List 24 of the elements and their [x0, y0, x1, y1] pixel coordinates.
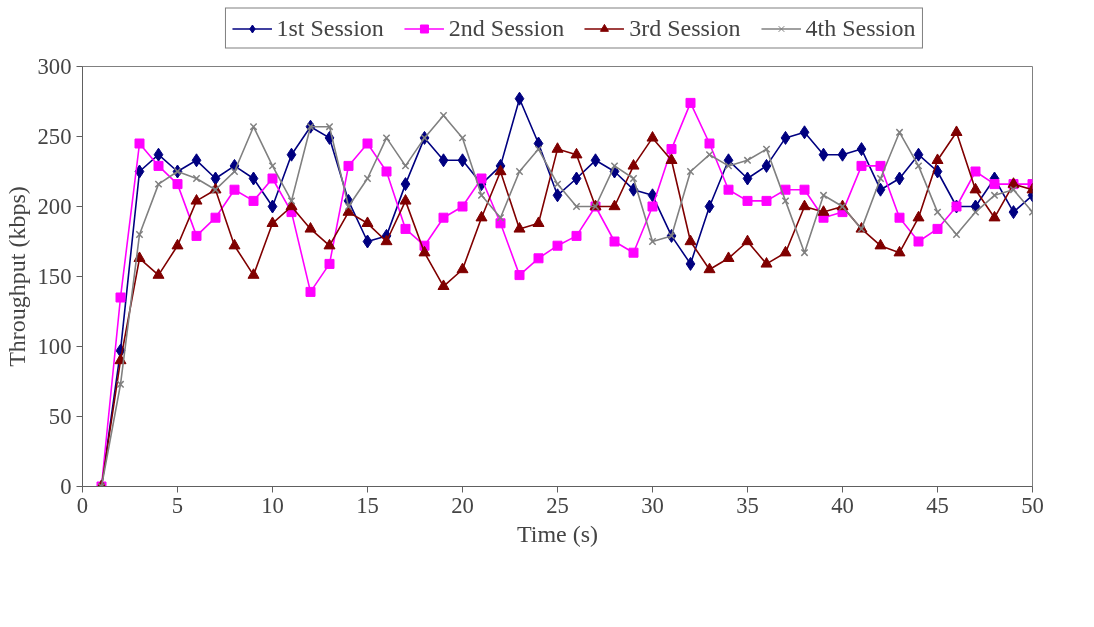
y-tick-label: 200 [37, 194, 72, 219]
x-tick-label: 50 [1021, 492, 1044, 518]
x-tick-label: 35 [736, 492, 759, 518]
x-tick-label: 10 [261, 492, 284, 518]
x-tick-label: 25 [546, 492, 569, 518]
x-tick-label: 40 [831, 492, 854, 518]
x-tick-label: 45 [926, 492, 949, 518]
legend-label: 2nd Session [448, 14, 565, 42]
y-tick-label: 50 [48, 404, 72, 429]
y-tick-label: 150 [37, 264, 72, 289]
x-tick-label: 0 [76, 492, 89, 518]
x-tick-label: 5 [171, 492, 184, 518]
y-tick-label: 300 [37, 54, 72, 79]
x-tick-label: 20 [451, 492, 474, 518]
legend-label: 1st Session [276, 14, 384, 42]
y-tick-label: 100 [37, 334, 72, 359]
y-axis-title: Throughput (kbps) [3, 186, 30, 367]
x-tick-label: 15 [356, 492, 379, 518]
x-tick-label: 30 [641, 492, 664, 518]
legend-label: 3rd Session [629, 14, 741, 42]
x-axis-title: Time (s) [516, 520, 599, 547]
legend-label: 4th Session [805, 14, 916, 42]
y-tick-label: 250 [37, 124, 72, 149]
y-tick-label: 0 [60, 474, 72, 499]
